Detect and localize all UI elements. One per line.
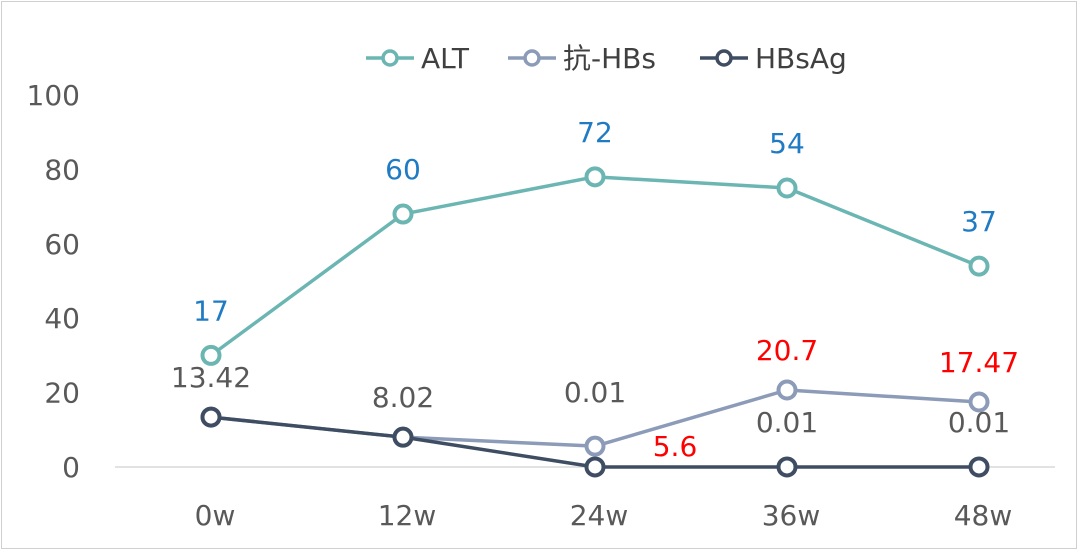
series-group	[200, 166, 990, 478]
series-alt	[200, 166, 990, 366]
data-point	[968, 391, 990, 413]
data-point	[200, 406, 222, 428]
legend: ALT 抗-HBs HBsAg	[366, 42, 847, 75]
x-axis: 0w 12w 24w 36w 48w	[195, 499, 1013, 532]
series-hbsag	[200, 406, 990, 478]
data-point	[968, 255, 990, 277]
series-line	[209, 175, 980, 357]
data-label: 0.01	[564, 376, 626, 409]
y-tick-label: 80	[44, 153, 80, 186]
legend-marker	[381, 49, 399, 67]
data-label: 13.42	[171, 361, 251, 394]
data-label: 54	[769, 127, 805, 160]
data-label: 60	[385, 153, 421, 186]
data-label: 0.01	[948, 406, 1010, 439]
y-tick-label: 100	[27, 79, 80, 112]
data-point	[968, 456, 990, 478]
data-label: 20.7	[756, 334, 818, 367]
data-label: 17	[193, 294, 229, 327]
data-point	[584, 166, 606, 188]
data-point	[776, 456, 798, 478]
y-axis: 0 20 40 60 80 100	[27, 79, 80, 484]
y-tick-label: 40	[44, 302, 80, 335]
data-point	[776, 177, 798, 199]
data-point	[584, 456, 606, 478]
data-label: 37	[961, 205, 997, 238]
data-point	[776, 379, 798, 401]
data-point	[392, 426, 414, 448]
data-label: 0.01	[756, 406, 818, 439]
data-label: 8.02	[372, 381, 434, 414]
legend-marker	[523, 49, 541, 67]
data-point	[584, 435, 606, 457]
data-label: 5.6	[653, 430, 698, 463]
y-tick-label: 20	[44, 377, 80, 410]
data-point	[200, 344, 222, 366]
y-tick-label: 0	[62, 451, 80, 484]
x-tick-label: 36w	[762, 499, 821, 532]
y-tick-label: 60	[44, 228, 80, 261]
x-tick-label: 48w	[954, 499, 1013, 532]
x-tick-label: 24w	[570, 499, 629, 532]
legend-label: ALT	[421, 42, 470, 75]
data-label: 72	[577, 116, 613, 149]
legend-item: 抗-HBs	[508, 42, 656, 75]
data-labels: 17 60 72 54 37 13.42 8.02 5.6 20.7 17.47 0.01 0.01 0…	[171, 116, 1019, 463]
legend-marker	[715, 49, 733, 67]
legend-label: HBsAg	[755, 42, 847, 75]
data-point	[392, 203, 414, 225]
data-label: 17.47	[939, 346, 1019, 379]
x-tick-label: 12w	[378, 499, 437, 532]
legend-item: ALT	[366, 42, 470, 75]
legend-label: 抗-HBs	[563, 42, 656, 75]
legend-item: HBsAg	[700, 42, 847, 75]
x-tick-label: 0w	[195, 499, 236, 532]
